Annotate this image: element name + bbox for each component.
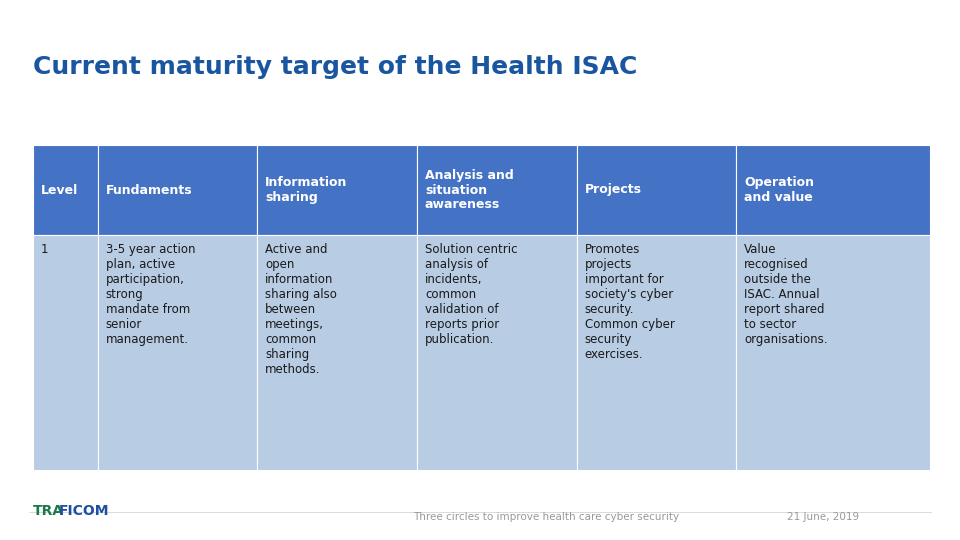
Text: Analysis and
situation
awareness: Analysis and situation awareness <box>425 168 514 212</box>
Text: Current maturity target of the Health ISAC: Current maturity target of the Health IS… <box>33 55 637 79</box>
Text: Solution centric
analysis of
incidents,
common
validation of
reports prior
publi: Solution centric analysis of incidents, … <box>425 243 517 346</box>
Text: 21 June, 2019: 21 June, 2019 <box>787 512 859 522</box>
Text: Information
sharing: Information sharing <box>265 176 348 204</box>
Text: FICOM: FICOM <box>59 504 109 518</box>
Text: Fundaments: Fundaments <box>106 184 192 197</box>
Bar <box>98 235 257 470</box>
Bar <box>417 145 577 235</box>
Text: Value
recognised
outside the
ISAC. Annual
report shared
to sector
organisations.: Value recognised outside the ISAC. Annua… <box>744 243 828 346</box>
Text: Active and
open
information
sharing also
between
meetings,
common
sharing
method: Active and open information sharing also… <box>265 243 337 376</box>
Bar <box>736 145 930 235</box>
Text: Operation
and value: Operation and value <box>744 176 814 204</box>
Bar <box>577 145 736 235</box>
Text: 1: 1 <box>41 243 49 256</box>
Text: Level: Level <box>41 184 79 197</box>
Text: Three circles to improve health care cyber security: Three circles to improve health care cyb… <box>413 512 679 522</box>
Bar <box>33 145 98 235</box>
Text: Projects: Projects <box>585 184 641 197</box>
Bar <box>577 235 736 470</box>
Text: Promotes
projects
important for
society's cyber
security.
Common cyber
security
: Promotes projects important for society'… <box>585 243 675 361</box>
Text: 3-5 year action
plan, active
participation,
strong
mandate from
senior
managemen: 3-5 year action plan, active participati… <box>106 243 195 346</box>
Text: TRA: TRA <box>33 504 64 518</box>
Bar <box>98 145 257 235</box>
Bar <box>33 235 98 470</box>
Bar <box>257 145 417 235</box>
Bar <box>417 235 577 470</box>
Bar <box>736 235 930 470</box>
Bar <box>257 235 417 470</box>
